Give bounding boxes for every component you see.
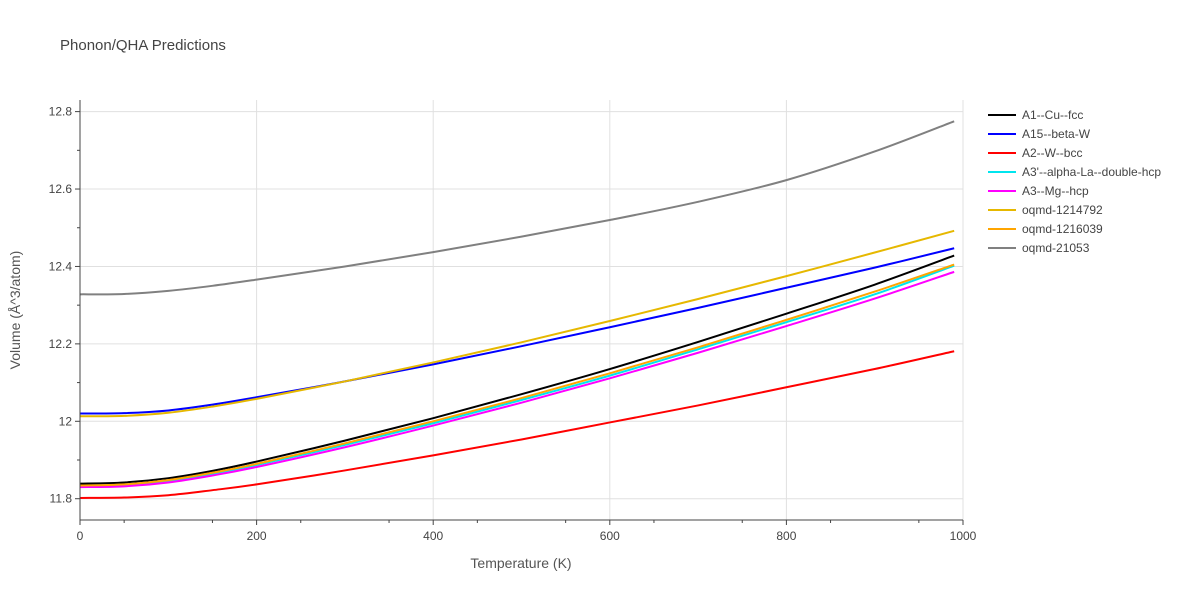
series-line-6[interactable]: [79, 263, 955, 487]
legend-item[interactable]: oqmd-1214792: [988, 203, 1103, 217]
series-line-2[interactable]: [79, 350, 955, 499]
legend-label: oqmd-21053: [1022, 241, 1090, 255]
y-axis-title: Volume (Å^3/atom): [7, 251, 23, 370]
legend-item[interactable]: A3'--alpha-La--double-hcp: [988, 165, 1161, 179]
legend-label: A2--W--bcc: [1022, 146, 1082, 160]
legend-item[interactable]: oqmd-1216039: [988, 222, 1103, 236]
legend-item[interactable]: A3--Mg--hcp: [988, 184, 1089, 198]
series-line-3[interactable]: [79, 264, 955, 488]
y-tick-label: 12.6: [49, 182, 73, 196]
x-tick-label: 600: [600, 529, 620, 543]
x-tick-label: 800: [776, 529, 796, 543]
series-line-7[interactable]: [79, 120, 955, 296]
legend-label: A1--Cu--fcc: [1022, 108, 1083, 122]
legend-label: A3'--alpha-La--double-hcp: [1022, 165, 1161, 179]
x-tick-label: 0: [77, 529, 84, 543]
series-line-5[interactable]: [79, 229, 955, 418]
legend-item[interactable]: A2--W--bcc: [988, 146, 1082, 160]
x-tick-label: 200: [247, 529, 267, 543]
y-tick-label: 12.8: [49, 105, 73, 119]
chart-title: Phonon/QHA Predictions: [60, 37, 226, 54]
series-line-0[interactable]: [79, 254, 955, 485]
legend-label: oqmd-1214792: [1022, 203, 1103, 217]
x-tick-label: 1000: [950, 529, 977, 543]
legend-label: A3--Mg--hcp: [1022, 184, 1089, 198]
y-tick-label: 12.2: [49, 337, 73, 351]
x-tick-label: 400: [423, 529, 443, 543]
legend[interactable]: A1--Cu--fcc A15--beta-W A2--W--bcc A3'--alp…: [988, 108, 1161, 255]
grid: [80, 100, 964, 520]
legend-item[interactable]: A15--beta-W: [988, 127, 1091, 141]
series-line-4[interactable]: [79, 270, 955, 489]
y-tick-label: 11.8: [50, 492, 73, 506]
series-line-1[interactable]: [79, 247, 955, 415]
legend-label: A15--beta-W: [1022, 127, 1091, 141]
axes: 0 200 400 600 800 1000 11.8 12 12.2 12.4 12.6 12.8: [49, 100, 977, 543]
legend-item[interactable]: oqmd-21053: [988, 241, 1090, 255]
y-tick-label: 12: [59, 414, 73, 428]
legend-item[interactable]: A1--Cu--fcc: [988, 108, 1083, 122]
legend-label: oqmd-1216039: [1022, 222, 1103, 236]
x-axis-title: Temperature (K): [470, 555, 571, 571]
plot-area: [79, 120, 955, 499]
y-tick-label: 12.4: [49, 259, 73, 273]
